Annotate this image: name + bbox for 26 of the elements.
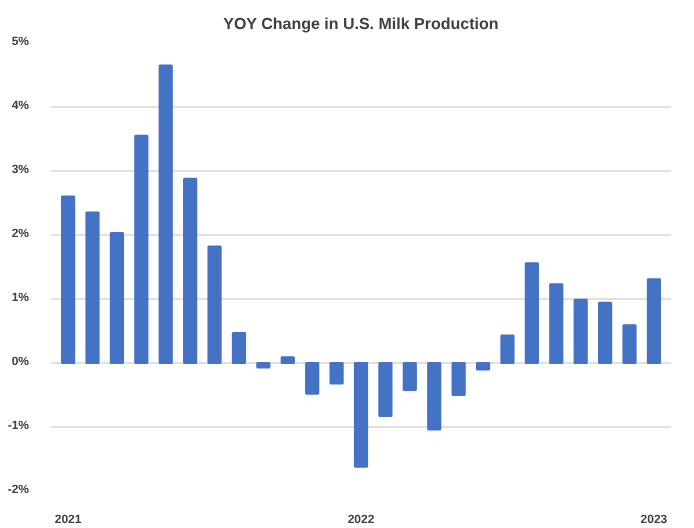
bar bbox=[378, 362, 393, 418]
bar bbox=[549, 283, 564, 364]
bar bbox=[85, 211, 100, 364]
bar bbox=[231, 331, 247, 364]
bar bbox=[256, 362, 271, 369]
bar bbox=[475, 362, 491, 371]
bar bbox=[573, 298, 588, 364]
bar bbox=[402, 362, 417, 391]
bar bbox=[524, 262, 539, 364]
bar bbox=[158, 64, 173, 364]
bar bbox=[646, 278, 662, 364]
bar bbox=[207, 245, 222, 364]
bar bbox=[353, 362, 369, 468]
bar bbox=[280, 356, 295, 364]
bar bbox=[500, 334, 515, 364]
bar bbox=[622, 324, 637, 364]
bar bbox=[305, 362, 320, 395]
bar bbox=[451, 362, 466, 396]
chart-title: YOY Change in U.S. Milk Production bbox=[223, 15, 499, 33]
bar bbox=[60, 195, 76, 364]
bar bbox=[109, 232, 125, 364]
bar bbox=[183, 177, 198, 364]
bar bbox=[597, 301, 613, 364]
bar bbox=[329, 362, 344, 385]
bar bbox=[427, 362, 442, 431]
bar bbox=[134, 134, 149, 364]
